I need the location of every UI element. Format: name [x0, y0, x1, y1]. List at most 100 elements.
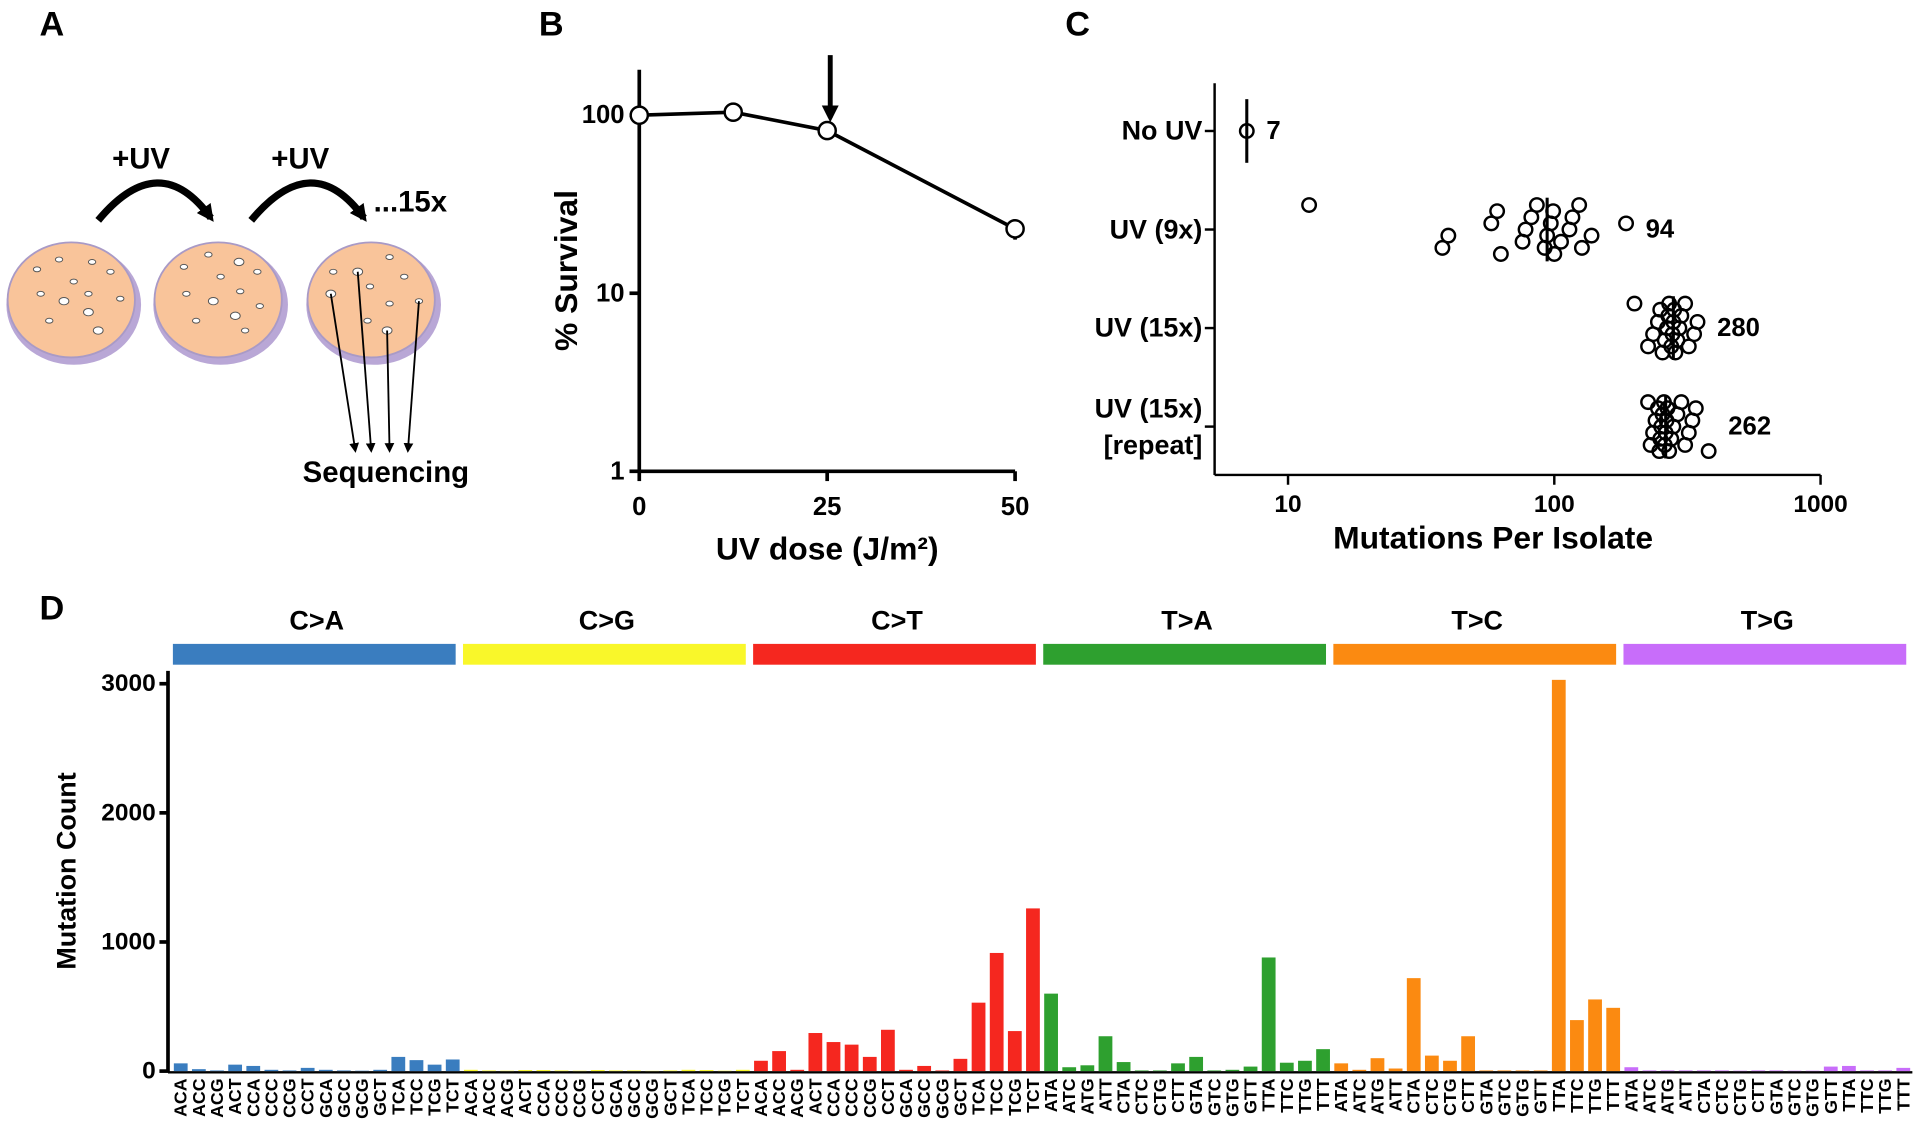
x-tick-label: ATT [1095, 1078, 1115, 1111]
bar [1189, 1056, 1204, 1072]
x-tick-label: CCC [552, 1078, 572, 1117]
category-label: No UV [1122, 115, 1203, 146]
panel-label: C [1065, 5, 1090, 43]
category-label: UV (15x) [repeat] [1094, 392, 1203, 460]
median-label: 7 [1266, 117, 1280, 145]
bar [681, 1069, 696, 1072]
bar [1298, 1060, 1312, 1072]
bar [844, 1044, 859, 1072]
x-tick-label: GTT [1821, 1078, 1841, 1114]
isolate-point [1573, 239, 1590, 256]
x-tick-label: TCG [1005, 1078, 1025, 1115]
isolate-point [1517, 221, 1534, 238]
group-label: C>G [579, 606, 635, 636]
x-tick-label: TCA [969, 1078, 989, 1115]
bar [754, 1060, 768, 1072]
x-tick-label: TTC [1857, 1078, 1877, 1113]
isolate-point [1301, 197, 1318, 213]
plate [6, 241, 142, 365]
bar [536, 1070, 551, 1072]
x-axis-label: UV dose (J/m²) [716, 530, 939, 566]
sequencing-arrows [329, 271, 420, 453]
bar [282, 1070, 297, 1072]
x-tick-label: CTC [1422, 1078, 1442, 1115]
x-tick-label: ACC [769, 1078, 789, 1117]
panel-label: D [39, 589, 64, 627]
x-tick-label: 0 [632, 493, 646, 521]
x-tick-label: TTC [1567, 1078, 1587, 1113]
x-tick-label: TTA [1259, 1078, 1279, 1111]
x-tick-label: ATT [1676, 1078, 1696, 1111]
isolate-point [1571, 197, 1588, 213]
bar [1588, 999, 1602, 1072]
x-tick-label: CTT [1168, 1078, 1188, 1113]
bar [663, 1070, 678, 1072]
bar [826, 1042, 841, 1072]
x-tick-label: TTG [1295, 1078, 1315, 1113]
x-tick-label: TTA [1549, 1078, 1569, 1111]
bar [318, 1069, 333, 1072]
colonies [32, 251, 424, 335]
bar [1823, 1066, 1838, 1072]
group-label: T>A [1161, 606, 1213, 636]
group-band [1333, 643, 1617, 665]
data-point [817, 120, 837, 141]
x-tick-label: ATA [1621, 1078, 1641, 1112]
bar [337, 1070, 351, 1072]
x-tick-label: ATA [1041, 1078, 1061, 1112]
bar [1443, 1060, 1457, 1072]
isolate-point [1677, 295, 1694, 312]
data-point [723, 102, 744, 122]
x-tick-label: GTT [1241, 1078, 1261, 1114]
category-label-text: UV (15x) [repeat] [1094, 392, 1203, 460]
bar [1279, 1062, 1294, 1072]
x-tick-label: CCA [823, 1078, 843, 1117]
x-tick-label: GCT [370, 1078, 390, 1116]
x-tick-label: TCG [425, 1078, 445, 1115]
x-tick-label: ATC [1639, 1078, 1659, 1113]
median-label: 262 [1728, 413, 1771, 441]
bar [1479, 1070, 1494, 1072]
isolate-point [1626, 295, 1643, 312]
isolate-point [1618, 215, 1635, 232]
x-tick-label: ACG [207, 1078, 227, 1117]
category-label: UV (9x) [1110, 214, 1203, 245]
isolate-point [1700, 443, 1717, 460]
panel-a: A +UV +UV .. [6, 5, 469, 489]
bar [228, 1064, 243, 1072]
x-tick-label: 100 [1534, 491, 1575, 518]
bar [1152, 1070, 1167, 1072]
x-tick-label: TTT [1603, 1078, 1623, 1111]
bar [1878, 1070, 1893, 1072]
x-tick-label: GCG [352, 1078, 372, 1118]
x-tick-label: CTA [1114, 1078, 1134, 1113]
output-label: Sequencing [303, 456, 469, 489]
x-tick-label: CCC [842, 1078, 862, 1117]
x-tick-label: GTG [1513, 1078, 1533, 1116]
x-tick-label: TCC [987, 1078, 1007, 1115]
x-tick-label: 1000 [1793, 491, 1847, 518]
bar [1660, 1070, 1675, 1072]
x-tick-label: ACA [171, 1078, 191, 1117]
bar [1896, 1067, 1911, 1072]
x-tick-label: ATC [1059, 1078, 1079, 1113]
y-tick-label: 1000 [101, 928, 155, 955]
group-label: C>T [871, 606, 923, 636]
bar [1769, 1070, 1784, 1072]
x-tick-label: TTT [1313, 1078, 1333, 1111]
repeat-label: ...15x [374, 185, 448, 218]
bar [1606, 1007, 1621, 1072]
x-tick-label: CCG [570, 1078, 590, 1117]
x-tick-label: CTG [1440, 1078, 1460, 1115]
isolate-point [1440, 227, 1457, 244]
x-tick-label: ACT [805, 1078, 825, 1115]
category-label: UV (15x) [1095, 312, 1203, 343]
bar [1261, 957, 1276, 1072]
x-tick-label: CTG [1730, 1078, 1750, 1115]
bar [862, 1056, 877, 1072]
data-point [629, 105, 650, 126]
x-tick-label: GTT [1531, 1078, 1551, 1114]
x-tick-label: TCT [1023, 1078, 1043, 1113]
x-tick-label: GCA [896, 1078, 916, 1118]
